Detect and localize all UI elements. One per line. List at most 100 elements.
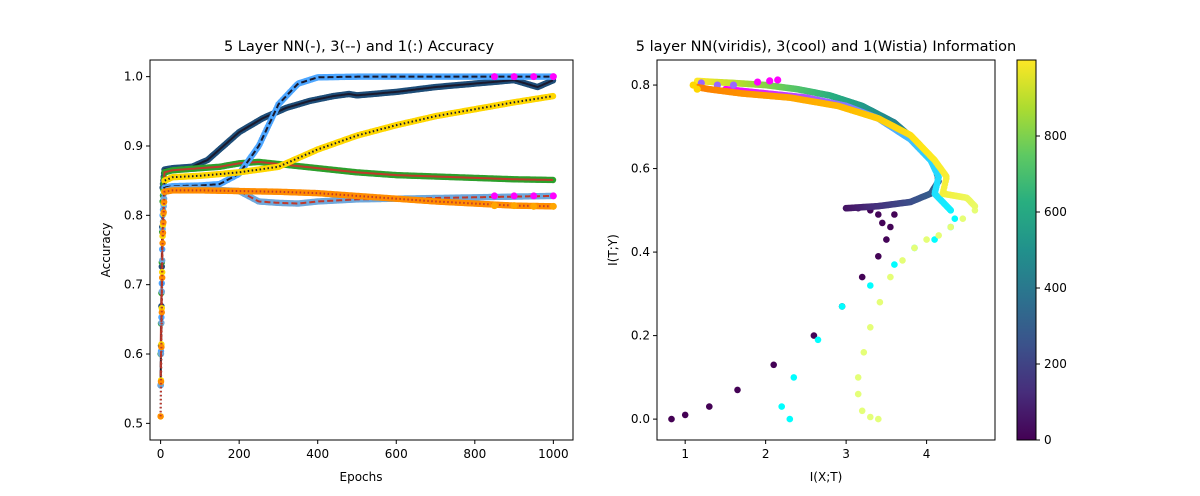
accuracy-point bbox=[158, 319, 165, 326]
information-point bbox=[790, 374, 798, 381]
information-axes: 1 2 3 4 0.0 0.2 0.4 0.6 0.8 bbox=[631, 78, 931, 461]
information-point bbox=[786, 415, 794, 423]
information-point bbox=[883, 236, 890, 243]
information-series-2 bbox=[689, 81, 979, 423]
accuracy-plot-area bbox=[157, 73, 557, 420]
accuracy-end-marker bbox=[549, 73, 557, 81]
information-y-tick-label: 0.0 bbox=[631, 412, 650, 426]
accuracy-series-0 bbox=[157, 76, 557, 389]
accuracy-point bbox=[160, 198, 168, 206]
information-end-point bbox=[693, 85, 701, 93]
accuracy-end-markers bbox=[490, 73, 557, 81]
information-x-tick-label: 1 bbox=[681, 447, 689, 461]
information-point bbox=[854, 374, 862, 381]
accuracy-end-marker bbox=[510, 202, 518, 210]
information-x-tick-label: 3 bbox=[842, 447, 850, 461]
accuracy-x-tick-label: 1000 bbox=[538, 447, 569, 461]
accuracy-line bbox=[159, 95, 554, 417]
information-chart-title: 5 layer NN(viridis), 3(cool) and 1(Wisti… bbox=[636, 39, 1017, 55]
accuracy-end-marker bbox=[490, 202, 498, 210]
accuracy-chart-title: 5 Layer NN(-), 3(--) and 1(:) Accuracy bbox=[224, 39, 494, 55]
accuracy-chart: 5 Layer NN(-), 3(--) and 1(:) Accuracy 0… bbox=[99, 39, 574, 484]
information-point bbox=[867, 413, 874, 421]
information-point bbox=[778, 403, 785, 410]
accuracy-x-tick-label: 400 bbox=[306, 447, 329, 461]
information-x-tick-label: 4 bbox=[923, 447, 931, 461]
information-x-tick-label: 2 bbox=[762, 447, 770, 461]
information-point bbox=[911, 244, 918, 252]
information-point bbox=[706, 403, 713, 410]
colorbar-ticks: 0 200 400 600 800 bbox=[1036, 129, 1067, 447]
information-x-axis-label: I(X;T) bbox=[810, 470, 843, 484]
accuracy-end-marker bbox=[510, 73, 518, 81]
accuracy-y-tick-label: 0.7 bbox=[124, 278, 143, 292]
information-end-point bbox=[754, 78, 762, 86]
information-point bbox=[887, 223, 894, 231]
information-point bbox=[935, 232, 942, 239]
information-point bbox=[875, 211, 882, 218]
information-series-1 bbox=[697, 79, 959, 423]
accuracy-end-marker bbox=[530, 202, 538, 210]
information-y-tick-label: 0.8 bbox=[631, 78, 650, 92]
colorbar-tick-label: 400 bbox=[1044, 281, 1067, 295]
information-point bbox=[770, 361, 777, 369]
accuracy-y-tick-label: 0.5 bbox=[124, 416, 143, 430]
accuracy-point bbox=[160, 219, 167, 226]
accuracy-series-2 bbox=[157, 73, 557, 389]
information-point bbox=[867, 324, 874, 331]
accuracy-end-marker bbox=[530, 73, 538, 81]
information-point bbox=[875, 252, 882, 260]
accuracy-point bbox=[159, 274, 166, 281]
information-point bbox=[860, 349, 868, 356]
information-point bbox=[810, 332, 818, 339]
information-point bbox=[931, 236, 938, 243]
colorbar-tick-label: 600 bbox=[1044, 205, 1067, 219]
accuracy-line bbox=[159, 188, 553, 386]
information-point bbox=[923, 236, 930, 243]
information-point bbox=[858, 407, 866, 415]
information-y-tick-label: 0.6 bbox=[631, 162, 650, 176]
accuracy-series-3 bbox=[157, 185, 557, 389]
information-point bbox=[681, 411, 689, 419]
information-point bbox=[879, 219, 886, 227]
accuracy-x-tick-label: 600 bbox=[385, 447, 408, 461]
accuracy-x-axis-label: Epochs bbox=[340, 470, 383, 484]
information-end-point bbox=[729, 81, 738, 89]
colorbar-gradient bbox=[1016, 59, 1037, 441]
accuracy-point bbox=[549, 92, 557, 100]
accuracy-line bbox=[159, 79, 554, 386]
colorbar-tick-label: 0 bbox=[1044, 433, 1052, 447]
accuracy-end-marker bbox=[490, 192, 498, 200]
accuracy-y-tick-label: 1.0 bbox=[124, 70, 143, 84]
information-point bbox=[899, 257, 906, 264]
information-y-axis-label: I(T;Y) bbox=[606, 234, 620, 266]
information-series-0 bbox=[668, 76, 942, 423]
accuracy-line bbox=[159, 75, 553, 386]
accuracy-line bbox=[159, 161, 554, 355]
accuracy-y-tick-label: 0.6 bbox=[124, 347, 143, 361]
information-plot-area bbox=[668, 76, 979, 423]
accuracy-y-tick-label: 0.8 bbox=[124, 208, 143, 222]
information-chart-frame bbox=[656, 59, 996, 441]
information-point bbox=[951, 215, 959, 222]
information-point bbox=[875, 415, 882, 423]
accuracy-end-markers bbox=[490, 192, 557, 200]
information-point bbox=[668, 415, 675, 423]
accuracy-end-marker bbox=[549, 192, 557, 200]
accuracy-end-markers bbox=[490, 202, 557, 210]
colorbar: 0 200 400 600 800 bbox=[1016, 59, 1067, 447]
information-point bbox=[854, 390, 862, 398]
accuracy-line bbox=[159, 189, 553, 417]
accuracy-end-marker bbox=[510, 192, 518, 200]
colorbar-tick-label: 800 bbox=[1044, 129, 1067, 143]
information-point bbox=[891, 261, 898, 268]
information-y-tick-label: 0.4 bbox=[631, 245, 650, 259]
accuracy-y-axis-label: Accuracy bbox=[99, 223, 113, 278]
accuracy-x-tick-label: 0 bbox=[157, 447, 165, 461]
information-point bbox=[867, 282, 874, 289]
information-chart: 5 layer NN(viridis), 3(cool) and 1(Wisti… bbox=[606, 39, 1016, 484]
accuracy-y-tick-label: 0.9 bbox=[124, 139, 143, 153]
accuracy-x-tick-label: 200 bbox=[228, 447, 251, 461]
accuracy-series-5 bbox=[157, 187, 557, 420]
accuracy-x-tick-label: 800 bbox=[463, 447, 486, 461]
